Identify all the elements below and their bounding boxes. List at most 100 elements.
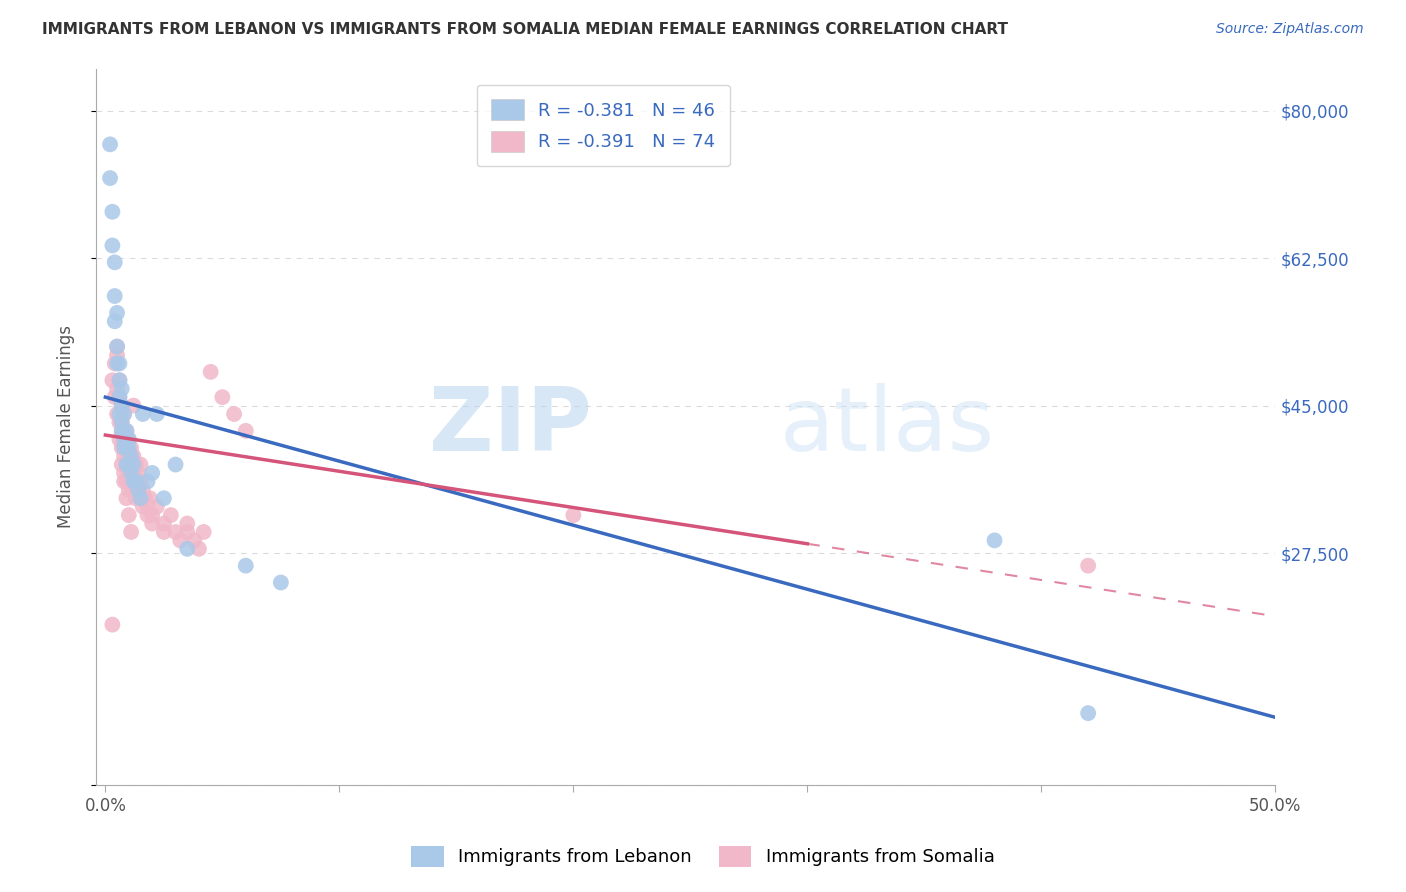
Point: [125, 491, 148, 506]
Point: [165, 524, 187, 539]
Point: [160, 508, 183, 522]
Point: [111, 399, 134, 413]
Text: Source: ZipAtlas.com: Source: ZipAtlas.com: [1216, 22, 1364, 37]
Point: [115, 441, 138, 455]
Point: [115, 475, 138, 489]
Point: [105, 356, 128, 370]
Point: [153, 516, 176, 531]
Point: [136, 500, 159, 514]
Y-axis label: Median Female Earnings: Median Female Earnings: [58, 326, 75, 528]
Point: [120, 524, 142, 539]
Point: [141, 516, 163, 531]
Point: [132, 483, 155, 497]
Point: [120, 458, 142, 472]
Point: [200, 365, 222, 379]
Point: [118, 441, 141, 455]
Point: [115, 491, 138, 506]
Point: [111, 399, 134, 413]
Point: [105, 340, 128, 354]
Point: [169, 533, 191, 548]
Point: [105, 407, 128, 421]
Point: [1077, 558, 1099, 573]
Point: [115, 424, 138, 438]
Point: [111, 458, 134, 472]
Point: [165, 458, 187, 472]
Point: [120, 466, 142, 480]
Point: [112, 441, 135, 455]
Point: [129, 491, 152, 506]
Point: [120, 449, 142, 463]
Point: [101, 204, 124, 219]
Point: [176, 516, 198, 531]
Point: [118, 508, 141, 522]
Point: [105, 306, 128, 320]
Point: [118, 458, 141, 472]
Point: [139, 491, 162, 506]
Point: [193, 524, 215, 539]
Point: [101, 373, 124, 387]
Point: [111, 424, 134, 438]
Point: [122, 458, 145, 472]
Point: [118, 432, 141, 446]
Point: [108, 407, 131, 421]
Point: [132, 500, 155, 514]
Legend: Immigrants from Lebanon, Immigrants from Somalia: Immigrants from Lebanon, Immigrants from…: [404, 838, 1002, 874]
Point: [118, 432, 141, 446]
Point: [111, 416, 134, 430]
Point: [146, 500, 169, 514]
Point: [111, 424, 134, 438]
Point: [136, 508, 159, 522]
Point: [112, 407, 135, 421]
Point: [235, 424, 257, 438]
Point: [108, 416, 131, 430]
Point: [127, 466, 149, 480]
Point: [111, 382, 134, 396]
Point: [136, 475, 159, 489]
Point: [120, 475, 142, 489]
Point: [183, 533, 205, 548]
Point: [104, 255, 127, 269]
Point: [122, 475, 145, 489]
Point: [115, 424, 138, 438]
Point: [132, 407, 155, 421]
Point: [270, 575, 292, 590]
Point: [125, 475, 148, 489]
Point: [129, 491, 152, 506]
Point: [101, 617, 124, 632]
Point: [188, 541, 211, 556]
Point: [115, 458, 138, 472]
Point: [112, 475, 135, 489]
Point: [146, 407, 169, 421]
Point: [1077, 706, 1099, 720]
Point: [104, 289, 127, 303]
Point: [108, 356, 131, 370]
Point: [108, 373, 131, 387]
Point: [153, 524, 176, 539]
Point: [108, 390, 131, 404]
Point: [120, 441, 142, 455]
Point: [111, 416, 134, 430]
Point: [125, 475, 148, 489]
Point: [111, 441, 134, 455]
Point: [129, 475, 152, 489]
Point: [127, 483, 149, 497]
Point: [112, 407, 135, 421]
Point: [104, 356, 127, 370]
Point: [122, 449, 145, 463]
Point: [141, 466, 163, 480]
Point: [125, 458, 148, 472]
Point: [112, 441, 135, 455]
Legend: R = -0.381   N = 46, R = -0.391   N = 74: R = -0.381 N = 46, R = -0.391 N = 74: [477, 85, 730, 166]
Point: [104, 390, 127, 404]
Text: atlas: atlas: [780, 384, 995, 470]
Point: [112, 432, 135, 446]
Point: [983, 533, 1005, 548]
Point: [108, 432, 131, 446]
Point: [101, 238, 124, 252]
Point: [105, 340, 128, 354]
Point: [112, 424, 135, 438]
Point: [104, 314, 127, 328]
Point: [153, 491, 176, 506]
Point: [112, 466, 135, 480]
Point: [98, 171, 121, 186]
